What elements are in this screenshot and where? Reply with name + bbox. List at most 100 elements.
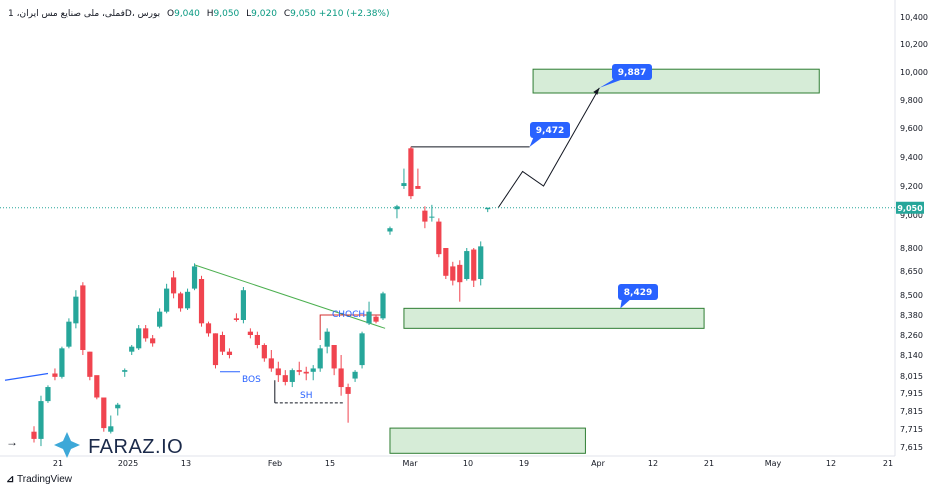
candle-body <box>150 338 156 344</box>
candle-body <box>254 335 260 345</box>
candle-body <box>129 346 135 352</box>
x-tick-label: 15 <box>325 459 335 468</box>
close-value: 9,050 <box>290 9 316 19</box>
candle-body <box>73 296 79 324</box>
x-tick-label: 21 <box>883 459 893 468</box>
candle-body <box>261 345 267 359</box>
candle-body <box>80 285 86 350</box>
y-tick-label: 8,380 <box>900 311 923 320</box>
candle-body <box>177 293 184 309</box>
candle-body <box>471 249 477 281</box>
choch-line <box>319 314 383 340</box>
candle-body <box>485 207 491 210</box>
price-callout-label: 8,429 <box>624 288 652 298</box>
descending-trend-line <box>194 264 386 329</box>
candle-body <box>31 431 37 439</box>
candle-body <box>275 368 281 376</box>
y-tick-label: 10,000 <box>900 68 928 77</box>
y-tick-label: 8,260 <box>900 331 923 340</box>
candle-body <box>443 248 449 276</box>
price-callout-box <box>612 64 652 80</box>
price-callout-pointer <box>599 78 626 88</box>
y-tick-label: 7,615 <box>900 443 923 452</box>
bos-label: BOS <box>242 375 261 385</box>
close-label: C <box>283 9 291 19</box>
x-tick-label: 21 <box>53 459 63 468</box>
y-tick-label: 10,400 <box>900 13 928 22</box>
candle-body <box>366 311 372 324</box>
price-callout-pointer <box>620 298 632 309</box>
y-tick-label: 9,200 <box>900 182 923 191</box>
candle-body <box>66 321 72 347</box>
candle-body <box>401 183 407 186</box>
candle-body <box>352 371 358 379</box>
tradingview-logo[interactable]: ⊿ TradingView <box>6 474 72 485</box>
y-tick-label: 7,715 <box>900 425 923 434</box>
demand-zone <box>403 307 705 329</box>
tradingview-icon: ⊿ <box>6 474 15 485</box>
candle-body <box>164 288 170 312</box>
left-trend-line <box>4 372 49 381</box>
candle-body <box>359 333 365 366</box>
candle-body <box>289 370 295 382</box>
tradingview-text: TradingView <box>17 474 73 485</box>
symbol-header: فملی، ملی صنایع مس ایران، 1D، بورس O9,04… <box>8 9 389 19</box>
faraz-text: FARAZ.IO <box>88 436 184 458</box>
faraz-watermark: FARAZ.IO <box>52 430 183 460</box>
candle-body <box>122 370 128 372</box>
last-price-label: 9,050 <box>897 204 923 213</box>
candle-body <box>59 348 65 377</box>
candle-body <box>198 279 205 324</box>
candle-body <box>345 387 351 394</box>
last-price-badge <box>896 201 924 214</box>
y-tick-label: 7,915 <box>900 389 923 398</box>
candle-body <box>191 266 198 289</box>
open-value: 9,040 <box>174 9 200 19</box>
x-tick-label: Apr <box>591 459 606 468</box>
candle-body <box>205 323 212 334</box>
high-label: H <box>206 9 214 19</box>
demand-zone <box>532 68 820 94</box>
y-tick-label: 8,800 <box>900 244 923 253</box>
symbol-name[interactable]: فملی، ملی صنایع مس ایران، 1D، بورس <box>8 9 161 19</box>
candle-body <box>108 426 114 432</box>
x-tick-label: 19 <box>519 459 529 468</box>
candle-body <box>240 290 246 320</box>
projection-path <box>497 87 600 209</box>
candle-body <box>233 318 240 320</box>
price-callout-box <box>530 122 570 138</box>
scroll-left-arrow-icon[interactable]: → <box>6 435 18 449</box>
candle-body <box>171 277 177 294</box>
candle-body <box>157 311 163 327</box>
candle-body <box>303 371 309 374</box>
candle-body <box>94 375 100 398</box>
candle-body <box>226 351 233 355</box>
y-tick-label: 9,400 <box>900 153 923 162</box>
candle-body <box>136 328 142 349</box>
low-label: L <box>246 9 252 19</box>
candle-body <box>464 251 470 279</box>
projection-arrow-icon <box>593 87 600 95</box>
candle-body <box>338 368 344 388</box>
candle-body <box>87 351 93 377</box>
candle-body <box>394 206 400 210</box>
candle-body <box>115 404 121 409</box>
candle-body <box>296 370 302 372</box>
candle-body <box>436 221 442 255</box>
y-tick-label: 9,800 <box>900 96 923 105</box>
x-tick-label: Feb <box>268 459 282 468</box>
candle-body <box>268 358 274 369</box>
demand-zone <box>389 427 586 454</box>
candle-body <box>450 266 456 281</box>
change-value: +210 (+2.38%) <box>318 9 390 19</box>
candle-body <box>184 291 191 309</box>
low-value: 9,020 <box>251 9 277 19</box>
candle-body <box>380 293 386 319</box>
y-tick-label: 8,015 <box>900 372 923 381</box>
candle-body <box>429 216 435 218</box>
candle-body <box>38 401 44 439</box>
candle-body <box>373 316 379 322</box>
candle-body <box>331 345 337 369</box>
x-tick-label: Mar <box>402 459 418 468</box>
